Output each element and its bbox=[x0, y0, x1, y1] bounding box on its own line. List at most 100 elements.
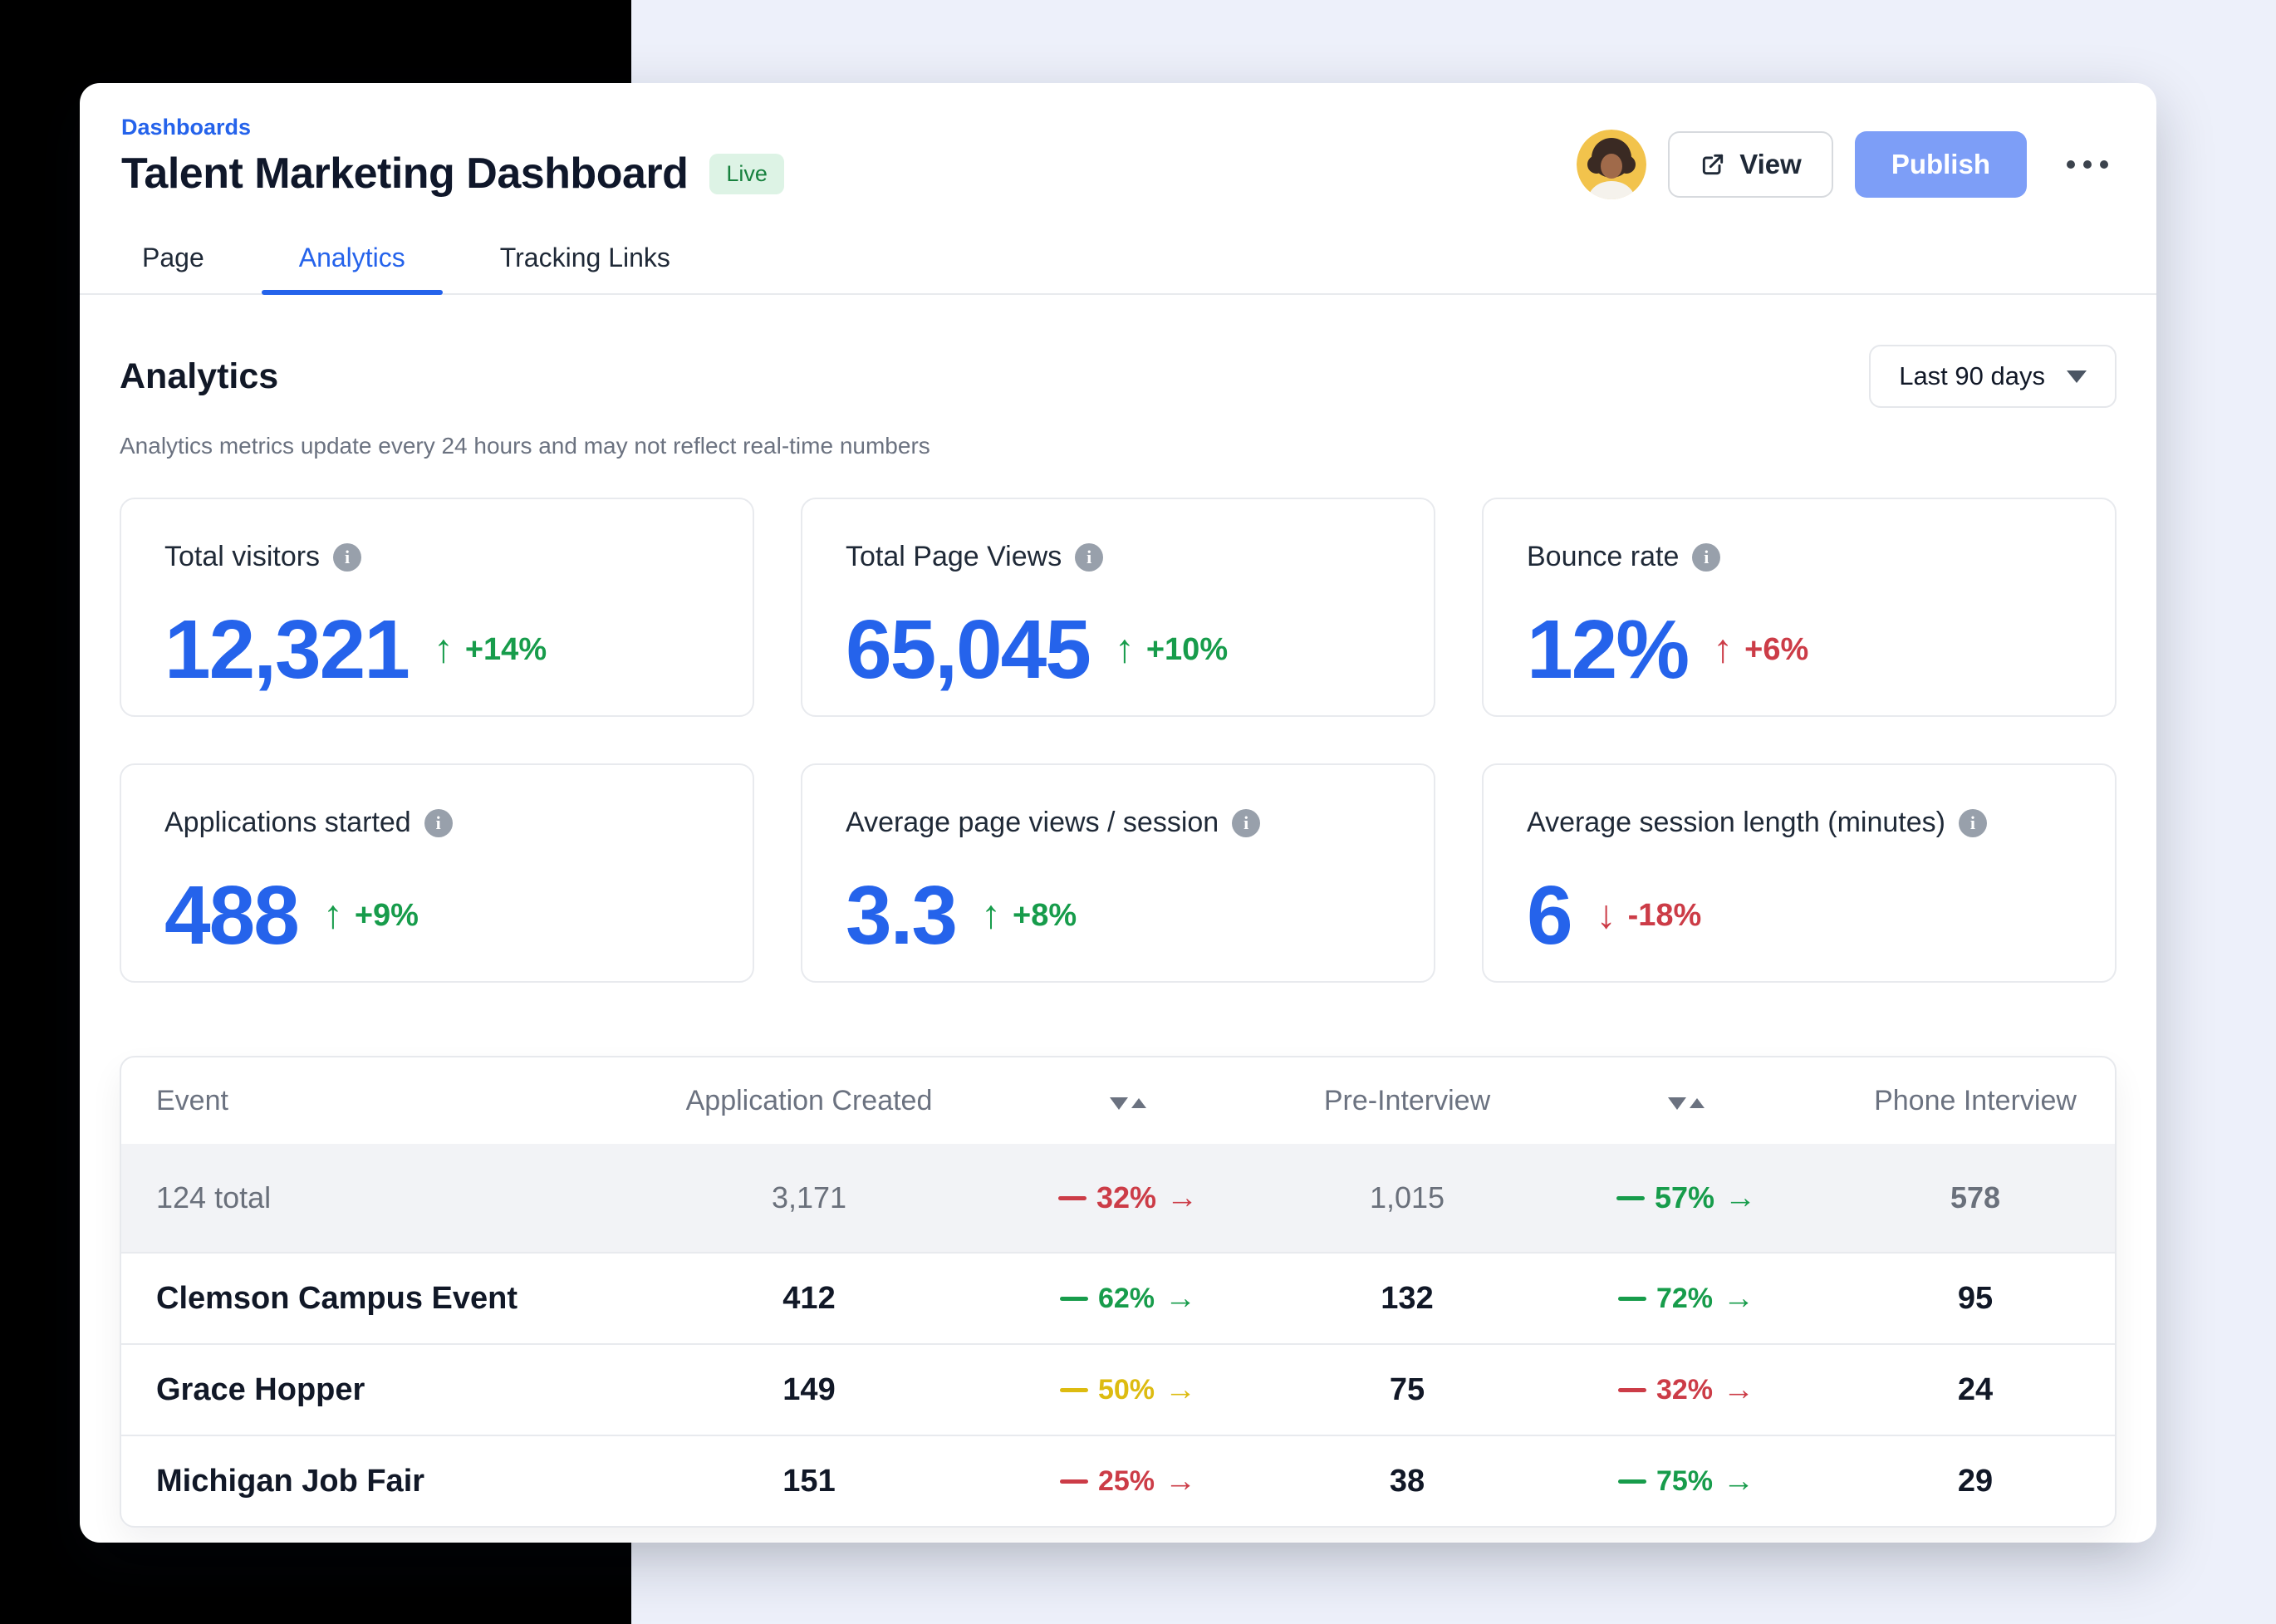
column-header-event[interactable]: Event bbox=[156, 1084, 228, 1116]
trend-arrow-icon: ↑ bbox=[1713, 627, 1734, 671]
metric-value: 488 bbox=[164, 869, 300, 962]
conversion-rate: 75% → bbox=[1537, 1465, 1836, 1498]
info-icon[interactable]: i bbox=[1692, 542, 1721, 572]
metric-label: Average session length (minutes) bbox=[1527, 807, 1945, 838]
table-total-row: 124 total 3,171 32% → 1,015 57% → 578 bbox=[121, 1144, 2115, 1252]
arrow-right-icon: → bbox=[1166, 1180, 1199, 1215]
analytics-content: Analytics Last 90 days Analytics metrics… bbox=[80, 345, 2156, 1528]
arrow-right-icon: → bbox=[1165, 1464, 1197, 1499]
metric-card-applications-started: Applications started i 488 ↑ +9% bbox=[120, 763, 754, 983]
metric-label: Bounce rate bbox=[1527, 541, 1680, 572]
phone-interview-value: 29 bbox=[1957, 1463, 1994, 1499]
metric-card-total-visitors: Total visitors i 12,321 ↑ +14% bbox=[120, 498, 754, 717]
metrics-grid: Total visitors i 12,321 ↑ +14% Total Page … bbox=[120, 498, 2117, 983]
trend-percent: +10% bbox=[1145, 631, 1229, 667]
dash-icon bbox=[1617, 1296, 1646, 1301]
metric-card-total-page-views: Total Page Views i 65,045 ↑ +10% bbox=[801, 498, 1435, 717]
sort-desc-icon bbox=[1110, 1097, 1128, 1110]
column-header-application-created[interactable]: Application Created bbox=[685, 1084, 933, 1116]
trend-percent: +8% bbox=[1013, 897, 1077, 933]
header-left: Dashboards Talent Marketing Dashboard Li… bbox=[121, 115, 784, 199]
total-application-created: 3,171 bbox=[771, 1180, 847, 1214]
dash-icon bbox=[1059, 1296, 1088, 1301]
analytics-disclaimer: Analytics metrics update every 24 hours … bbox=[120, 433, 930, 459]
sort-asc-icon bbox=[1131, 1098, 1146, 1108]
application-created-value: 151 bbox=[782, 1463, 836, 1499]
sort-icon[interactable] bbox=[1668, 1097, 1705, 1110]
total-label: 124 total bbox=[156, 1180, 272, 1214]
avatar[interactable] bbox=[1577, 130, 1647, 199]
arrow-right-icon: → bbox=[1723, 1281, 1755, 1316]
table-row-clemson[interactable]: Clemson Campus Event 412 62% → 132 72% → 9… bbox=[121, 1252, 2115, 1343]
info-icon[interactable]: i bbox=[424, 808, 453, 837]
phone-interview-value: 24 bbox=[1957, 1371, 1994, 1407]
event-name: Michigan Job Fair bbox=[156, 1463, 425, 1499]
external-link-icon bbox=[1703, 154, 1724, 175]
trend-arrow-icon: ↑ bbox=[433, 627, 454, 671]
dash-icon bbox=[1057, 1195, 1086, 1200]
application-created-value: 412 bbox=[782, 1280, 836, 1316]
column-header-pre-interview[interactable]: Pre-Interview bbox=[1323, 1084, 1491, 1116]
trend-arrow-icon: ↓ bbox=[1596, 893, 1616, 937]
metric-trend: ↓ -18% bbox=[1597, 895, 1702, 935]
arrow-right-icon: → bbox=[1723, 1372, 1755, 1407]
dash-icon bbox=[1616, 1195, 1645, 1200]
tab-analytics[interactable]: Analytics bbox=[261, 228, 443, 295]
breadcrumb[interactable]: Dashboards bbox=[121, 115, 252, 140]
table-row-grace-hopper[interactable]: Grace Hopper 149 50% → 75 32% → 24 bbox=[121, 1343, 2115, 1435]
publish-button[interactable]: Publish bbox=[1854, 131, 2027, 198]
arrow-right-icon: → bbox=[1724, 1180, 1757, 1215]
status-badge: Live bbox=[709, 153, 784, 194]
section-title: Analytics bbox=[120, 356, 279, 396]
sort-desc-icon bbox=[1668, 1097, 1686, 1110]
application-created-value: 149 bbox=[782, 1371, 836, 1407]
info-icon[interactable]: i bbox=[1075, 542, 1104, 572]
events-table: Event Application Created Pre-Interview … bbox=[120, 1056, 2117, 1528]
pre-interview-value: 75 bbox=[1389, 1371, 1425, 1407]
date-range-dropdown[interactable]: Last 90 days bbox=[1869, 345, 2117, 408]
trend-arrow-icon: ↑ bbox=[1114, 627, 1135, 671]
metric-label: Applications started bbox=[164, 807, 411, 838]
trend-percent: +14% bbox=[464, 631, 547, 667]
conversion-rate: 32% → bbox=[979, 1180, 1278, 1215]
dash-icon bbox=[1059, 1479, 1088, 1484]
trend-arrow-icon: ↑ bbox=[981, 893, 1002, 937]
trend-percent: +6% bbox=[1744, 631, 1809, 667]
event-name: Grace Hopper bbox=[156, 1371, 365, 1407]
sort-icon[interactable] bbox=[1110, 1097, 1146, 1110]
tab-bar: Page Analytics Tracking Links bbox=[80, 228, 2156, 295]
metric-label: Average page views / session bbox=[846, 807, 1219, 838]
arrow-right-icon: → bbox=[1165, 1281, 1197, 1316]
metric-card-avg-page-views: Average page views / session i 3.3 ↑ +8% bbox=[801, 763, 1435, 983]
dot-icon bbox=[2100, 160, 2108, 169]
event-name: Clemson Campus Event bbox=[156, 1280, 517, 1316]
metric-trend: ↑ +9% bbox=[323, 895, 419, 935]
info-icon[interactable]: i bbox=[333, 542, 362, 572]
tab-tracking-links[interactable]: Tracking Links bbox=[499, 243, 670, 272]
date-range-value: Last 90 days bbox=[1899, 361, 2045, 390]
dashboard-window: Dashboards Talent Marketing Dashboard Li… bbox=[80, 83, 2156, 1543]
metric-trend: ↑ +14% bbox=[434, 630, 547, 670]
more-options-button[interactable] bbox=[2062, 144, 2113, 185]
trend-percent: -18% bbox=[1627, 897, 1702, 933]
table-row-michigan-job-fair[interactable]: Michigan Job Fair 151 25% → 38 75% → 29 bbox=[121, 1435, 2115, 1526]
tab-page[interactable]: Page bbox=[142, 243, 204, 272]
metric-label: Total visitors bbox=[164, 541, 321, 572]
conversion-rate: 57% → bbox=[1537, 1180, 1836, 1215]
dot-icon bbox=[2067, 160, 2075, 169]
conversion-rate: 72% → bbox=[1537, 1283, 1836, 1315]
view-button-label: View bbox=[1739, 149, 1802, 179]
pre-interview-value: 38 bbox=[1389, 1463, 1425, 1499]
dash-icon bbox=[1059, 1387, 1088, 1392]
column-header-phone-interview[interactable]: Phone Interview bbox=[1874, 1084, 2077, 1116]
info-icon[interactable]: i bbox=[1232, 808, 1261, 837]
total-pre-interview: 1,015 bbox=[1369, 1180, 1445, 1214]
pre-interview-value: 132 bbox=[1381, 1280, 1434, 1316]
view-button[interactable]: View bbox=[1668, 131, 1833, 198]
window-header: Dashboards Talent Marketing Dashboard Li… bbox=[80, 83, 2156, 199]
trend-arrow-icon: ↑ bbox=[322, 893, 343, 937]
arrow-right-icon: → bbox=[1165, 1372, 1197, 1407]
info-icon[interactable]: i bbox=[1958, 808, 1987, 837]
avatar-illustration bbox=[1577, 130, 1647, 199]
